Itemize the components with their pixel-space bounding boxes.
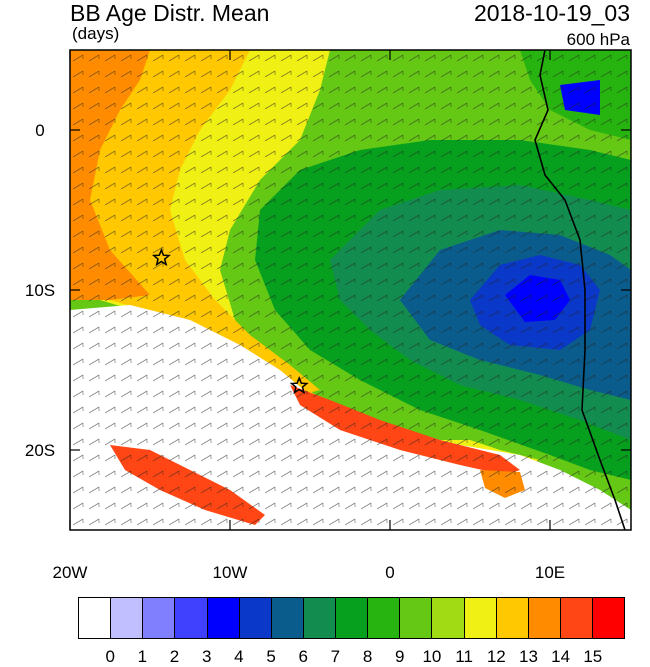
colorbar-swatch (270, 598, 303, 638)
colorbar-swatch (110, 598, 143, 638)
colorbar-swatch (238, 598, 271, 638)
colorbar (78, 597, 625, 639)
colorbar-swatch (592, 598, 625, 638)
colorbar-label: 11 (455, 647, 473, 666)
colorbar-label: 1 (137, 647, 148, 666)
colorbar-label: 15 (583, 647, 603, 666)
colorbar-swatch (142, 598, 175, 638)
datetime-label: 2018-10-19_03 (473, 0, 630, 26)
axis-ticks (69, 50, 631, 530)
colorbar-swatch (463, 598, 496, 638)
colorbar-label: 4 (234, 647, 244, 666)
colorbar-label: 5 (266, 647, 276, 666)
colorbar-label: 7 (330, 647, 341, 666)
y-tick-0: 0 (35, 121, 44, 140)
colorbar-swatch (559, 598, 592, 638)
colorbar-label: 12 (486, 647, 506, 666)
y-tick-20s: 20S (25, 441, 55, 460)
colorbar-swatch (302, 598, 335, 638)
marker-layer (151, 247, 309, 395)
colorbar-label: 10 (422, 647, 442, 666)
colorbar-label: 8 (362, 647, 373, 666)
colorbar-swatch (527, 598, 560, 638)
colorbar-label: 13 (519, 647, 538, 666)
colorbar-swatch (206, 598, 239, 638)
x-tick-10w: 10W (213, 563, 248, 582)
colorbar-label: 0 (105, 647, 115, 666)
colorbar-label: 9 (395, 647, 405, 666)
units-label: (days) (72, 24, 120, 43)
colorbar-swatch (431, 598, 464, 638)
colorbar-label: 14 (551, 647, 571, 666)
y-tick-10s: 10S (25, 281, 55, 300)
age-field (70, 50, 631, 530)
colorbar-label: 3 (201, 647, 212, 666)
colorbar-label: 6 (298, 647, 308, 666)
colorbar-swatch (335, 598, 368, 638)
x-tick-0: 0 (385, 563, 394, 582)
colorbar-swatch (367, 598, 400, 638)
star-marker-icon (289, 375, 309, 395)
x-tick-10e: 10E (535, 563, 565, 582)
x-tick-20w: 20W (53, 563, 88, 582)
colorbar-swatch (174, 598, 207, 638)
colorbar-swatch (79, 598, 111, 638)
colorbar-label: 2 (169, 647, 180, 666)
map-title: BB Age Distr. Mean (70, 0, 270, 26)
colorbar-swatch (399, 598, 432, 638)
colorbar-swatch (495, 598, 528, 638)
star-marker-icon (151, 247, 171, 267)
pressure-level-label: 600 hPa (566, 30, 630, 49)
